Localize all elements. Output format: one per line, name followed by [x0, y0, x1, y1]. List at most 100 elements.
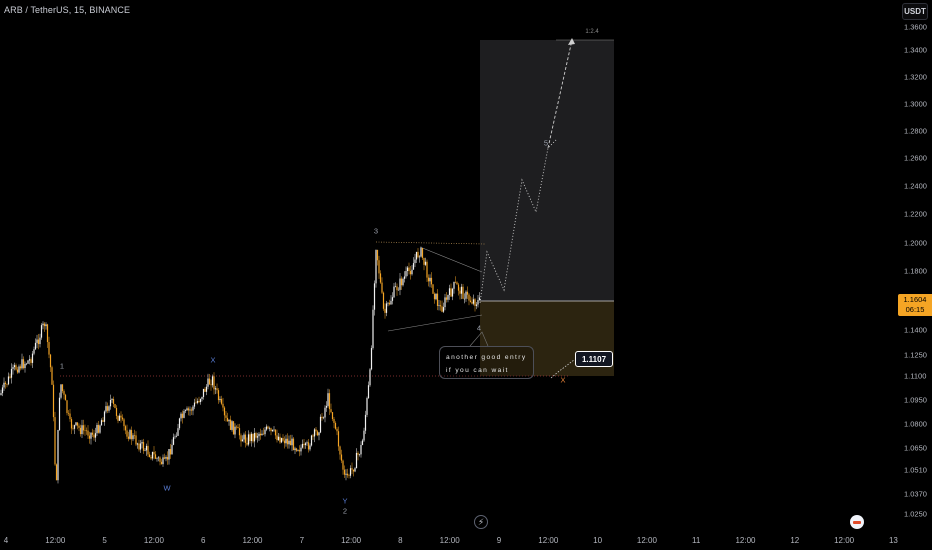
candle-body	[193, 402, 196, 407]
candle-body	[108, 406, 110, 411]
candle-body	[376, 249, 379, 261]
candle-body	[205, 386, 208, 392]
candle-body	[37, 339, 40, 345]
candle-body	[297, 450, 299, 451]
price-tick: 1.2200	[904, 209, 927, 219]
note-box[interactable]: another good entry if you can wait	[439, 346, 534, 379]
candle-body	[177, 428, 179, 436]
candle-body	[16, 369, 19, 373]
candle-body	[99, 425, 101, 433]
time-tick: 5	[102, 536, 107, 545]
candle-body	[358, 454, 361, 455]
tradingview-logo-icon[interactable]	[850, 515, 864, 529]
price-chart[interactable]	[0, 0, 895, 533]
candle-body	[447, 295, 449, 300]
candle-body	[456, 282, 458, 285]
candle-body	[106, 406, 109, 411]
candle-body	[393, 286, 395, 298]
candle-body	[412, 263, 415, 270]
candle-body	[186, 408, 188, 411]
currency-button[interactable]: USDT	[902, 3, 928, 20]
candle-body	[384, 308, 386, 313]
candle-body	[231, 421, 233, 430]
candle-body	[465, 291, 467, 299]
candle-body	[27, 360, 29, 364]
candle-body	[73, 425, 76, 429]
candle-body	[258, 433, 260, 437]
candle-body	[247, 434, 250, 445]
projection-arrow-icon	[568, 38, 575, 45]
candle-body	[255, 433, 257, 438]
price-tick: 1.3400	[904, 45, 927, 55]
candle-body	[321, 416, 323, 419]
candle-body	[162, 457, 164, 465]
candle-body	[301, 443, 304, 448]
candle-body	[132, 435, 134, 440]
candle-body	[274, 429, 277, 436]
candle-body	[79, 427, 82, 435]
candle-body	[331, 412, 334, 420]
candle-body	[357, 452, 359, 455]
profit-zone[interactable]	[480, 40, 614, 301]
entry-price-callout[interactable]: 1.1107	[575, 351, 613, 367]
price-tick: 1.0510	[904, 465, 927, 475]
candle-body	[226, 417, 229, 422]
candle-body	[208, 378, 211, 385]
candle-body	[138, 443, 140, 450]
candle-body	[411, 269, 413, 275]
candle-body	[289, 440, 292, 446]
note-pointer	[469, 331, 489, 347]
candle-body	[223, 407, 226, 416]
candle-body	[229, 419, 232, 430]
candle-body	[28, 359, 31, 361]
time-tick: 12:00	[242, 536, 263, 545]
candle-body	[391, 297, 394, 301]
candle-body	[210, 384, 212, 386]
time-axis[interactable]: 4 12:00 5 12:00 6 12:00 7 12:00 8 12:00 9 12:00 10 12…	[0, 533, 898, 550]
candle-body	[337, 431, 340, 447]
wave-label-4: 4	[476, 323, 482, 333]
candle-body	[406, 267, 409, 272]
candlestick-series[interactable]	[0, 246, 481, 484]
time-tick: 13	[888, 536, 898, 545]
candle-body	[211, 376, 214, 386]
candle-body	[174, 436, 176, 438]
candle-body	[478, 297, 481, 300]
price-tick: 1.0370	[904, 489, 927, 499]
target-ratio-label: 1:2.4	[585, 29, 599, 35]
candle-body	[268, 428, 271, 429]
candle-body	[457, 284, 460, 291]
candle-body	[18, 366, 20, 373]
candle-body	[424, 261, 427, 265]
price-scale[interactable]: 1.3600 1.3400 1.3200 1.3000 1.2800 1.2600 1.24…	[895, 0, 932, 530]
price-tick: 1.1250	[904, 350, 927, 360]
candle-body	[468, 294, 470, 301]
candle-body	[430, 277, 433, 285]
candle-body	[399, 278, 401, 290]
candle-body	[315, 429, 317, 432]
candle-body	[6, 384, 8, 385]
candle-body	[21, 359, 23, 369]
candle-body	[408, 267, 410, 272]
lightning-icon[interactable]: ⚡	[474, 515, 488, 529]
candle-body	[352, 469, 355, 472]
candle-body	[237, 426, 239, 429]
candle-body	[129, 430, 131, 439]
price-tick: 1.3200	[904, 72, 927, 82]
candle-body	[286, 438, 289, 445]
candle-body	[181, 413, 184, 418]
candle-body	[244, 434, 247, 443]
candle-body	[333, 419, 335, 423]
candle-body	[217, 390, 220, 401]
candle-body	[312, 435, 314, 437]
candle-body	[78, 425, 80, 428]
candle-body	[169, 449, 172, 455]
entry-arrow	[550, 359, 575, 379]
candle-body	[109, 400, 112, 407]
symbol-title[interactable]: ARB / TetherUS, 15, BINANCE	[4, 5, 131, 15]
candle-body	[423, 257, 425, 265]
candle-body	[361, 440, 364, 445]
candle-body	[69, 413, 71, 420]
candle-body	[328, 393, 331, 410]
candle-body	[396, 286, 398, 291]
